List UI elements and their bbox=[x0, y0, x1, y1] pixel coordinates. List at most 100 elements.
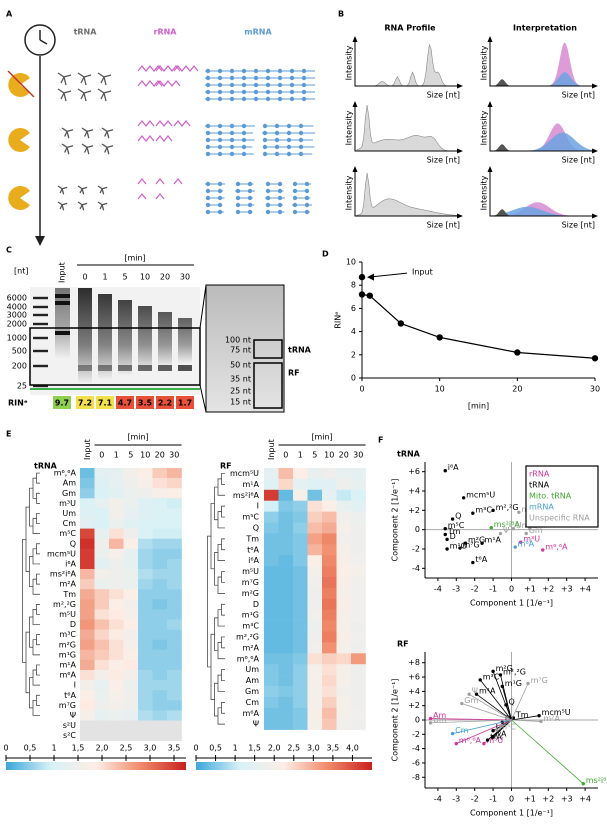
column-label: 1 bbox=[298, 451, 303, 460]
loading-vector bbox=[487, 719, 512, 741]
mrna-dot bbox=[217, 75, 223, 81]
dendrogram bbox=[36, 472, 40, 484]
heatmap-cell bbox=[307, 675, 323, 687]
rin-box bbox=[53, 396, 71, 409]
point-label: t⁶A bbox=[490, 733, 502, 742]
mrna-dot bbox=[274, 144, 280, 150]
data-point bbox=[581, 782, 585, 786]
mrna-dot bbox=[292, 195, 298, 201]
heatmap-cell bbox=[94, 538, 110, 550]
heatmap-cell bbox=[152, 558, 168, 570]
mrna-dot bbox=[229, 68, 235, 74]
heatmap-title: RF bbox=[220, 462, 232, 471]
rrna-icon bbox=[173, 65, 199, 72]
dendrogram bbox=[214, 486, 218, 521]
trna-icon bbox=[81, 143, 94, 155]
heatmap-cell bbox=[94, 548, 110, 560]
heatmap-cell bbox=[138, 528, 153, 539]
row-label: m²G bbox=[242, 589, 259, 598]
mrna-dot bbox=[217, 209, 223, 215]
point-label: ms²i⁶A bbox=[494, 520, 521, 529]
arrow-head bbox=[487, 101, 493, 107]
heatmap-cell bbox=[138, 569, 153, 580]
column-title: rRNA bbox=[154, 28, 178, 37]
heatmap-cell bbox=[307, 522, 323, 534]
heatmap-cell bbox=[351, 664, 366, 676]
heatmap-cell bbox=[322, 489, 337, 501]
heatmap-cell bbox=[351, 653, 366, 665]
data-point bbox=[450, 731, 455, 736]
mrna-dot bbox=[277, 89, 283, 95]
mrna-dot bbox=[253, 96, 259, 102]
dendrogram bbox=[25, 631, 30, 694]
heatmap-cell bbox=[278, 533, 294, 545]
data-point bbox=[480, 541, 484, 545]
heatmap-cell bbox=[109, 538, 124, 550]
heatmap-cell bbox=[351, 696, 366, 709]
mrna-dot bbox=[205, 209, 211, 215]
dendrogram bbox=[221, 636, 225, 649]
column-title: mRNA bbox=[244, 28, 272, 37]
point-label: i⁶A bbox=[496, 730, 507, 739]
mrna-dot bbox=[286, 130, 292, 136]
colorbar-label: 0,5 bbox=[209, 744, 222, 753]
heatmap-cell bbox=[351, 675, 366, 687]
heatmap-cell bbox=[109, 528, 124, 539]
profile-area bbox=[492, 132, 593, 151]
heatmap-cell bbox=[293, 664, 308, 676]
heatmap-cell bbox=[109, 579, 124, 590]
mrna-dot bbox=[205, 68, 211, 74]
heatmap-cell bbox=[278, 478, 294, 491]
heatmap-cell bbox=[94, 670, 110, 681]
mrna-dot bbox=[217, 151, 223, 157]
heatmap-cell bbox=[80, 619, 95, 630]
heatmap-cell bbox=[307, 511, 323, 523]
heatmap-cell bbox=[167, 639, 182, 651]
row-label: m²,²G bbox=[236, 632, 259, 641]
mrna-dot bbox=[241, 89, 247, 95]
point-label: Um bbox=[516, 521, 530, 530]
heatmap-cell bbox=[123, 599, 139, 610]
colorbar-label: 3,0 bbox=[144, 744, 157, 753]
arrow-head bbox=[487, 166, 493, 172]
row-label: i⁶A bbox=[65, 559, 76, 568]
heatmap-cell bbox=[307, 642, 323, 654]
row-label: m¹A bbox=[60, 660, 77, 669]
point-label: m²,²G bbox=[496, 503, 519, 512]
mrna-dot bbox=[277, 82, 283, 88]
rin-box bbox=[156, 396, 174, 409]
rrna-icon bbox=[155, 120, 173, 127]
point-label: Um bbox=[433, 715, 447, 724]
heatmap-cell bbox=[138, 629, 153, 640]
heatmap-cell bbox=[138, 730, 153, 741]
point-label: ms²i⁶A bbox=[586, 776, 607, 785]
heatmap-cell bbox=[293, 555, 308, 567]
heatmap-cell bbox=[152, 680, 168, 691]
y-axis-label: Component 2 [1/e⁻¹] bbox=[391, 679, 400, 762]
heatmap-cell bbox=[293, 642, 308, 654]
heatmap-cell bbox=[80, 609, 95, 620]
profile-area bbox=[492, 72, 593, 86]
heatmap-cell bbox=[278, 511, 294, 523]
y-tick-label: +2 bbox=[408, 701, 420, 710]
data-point bbox=[591, 355, 599, 362]
heatmap-cell bbox=[152, 629, 168, 640]
trna-icon bbox=[101, 143, 114, 155]
profile-area bbox=[492, 42, 593, 86]
heatmap-cell bbox=[94, 649, 110, 661]
heatmap-cell bbox=[167, 680, 182, 691]
data-point bbox=[498, 673, 503, 677]
data-point bbox=[443, 532, 447, 537]
row-label: m⁷G bbox=[59, 701, 76, 710]
heatmap-cell bbox=[80, 528, 95, 539]
heatmap-cell bbox=[264, 642, 279, 654]
heatmap-cell bbox=[278, 544, 294, 556]
arrow-head bbox=[352, 101, 358, 107]
point-label: m⁷G bbox=[531, 676, 548, 685]
row-label: m³C bbox=[242, 622, 259, 631]
heatmap-cell bbox=[80, 680, 95, 691]
x-tick-label: -3 bbox=[452, 795, 460, 804]
arrow-head bbox=[367, 273, 374, 281]
point-label: m²,²G bbox=[503, 667, 526, 676]
heatmap-cell bbox=[307, 631, 323, 643]
